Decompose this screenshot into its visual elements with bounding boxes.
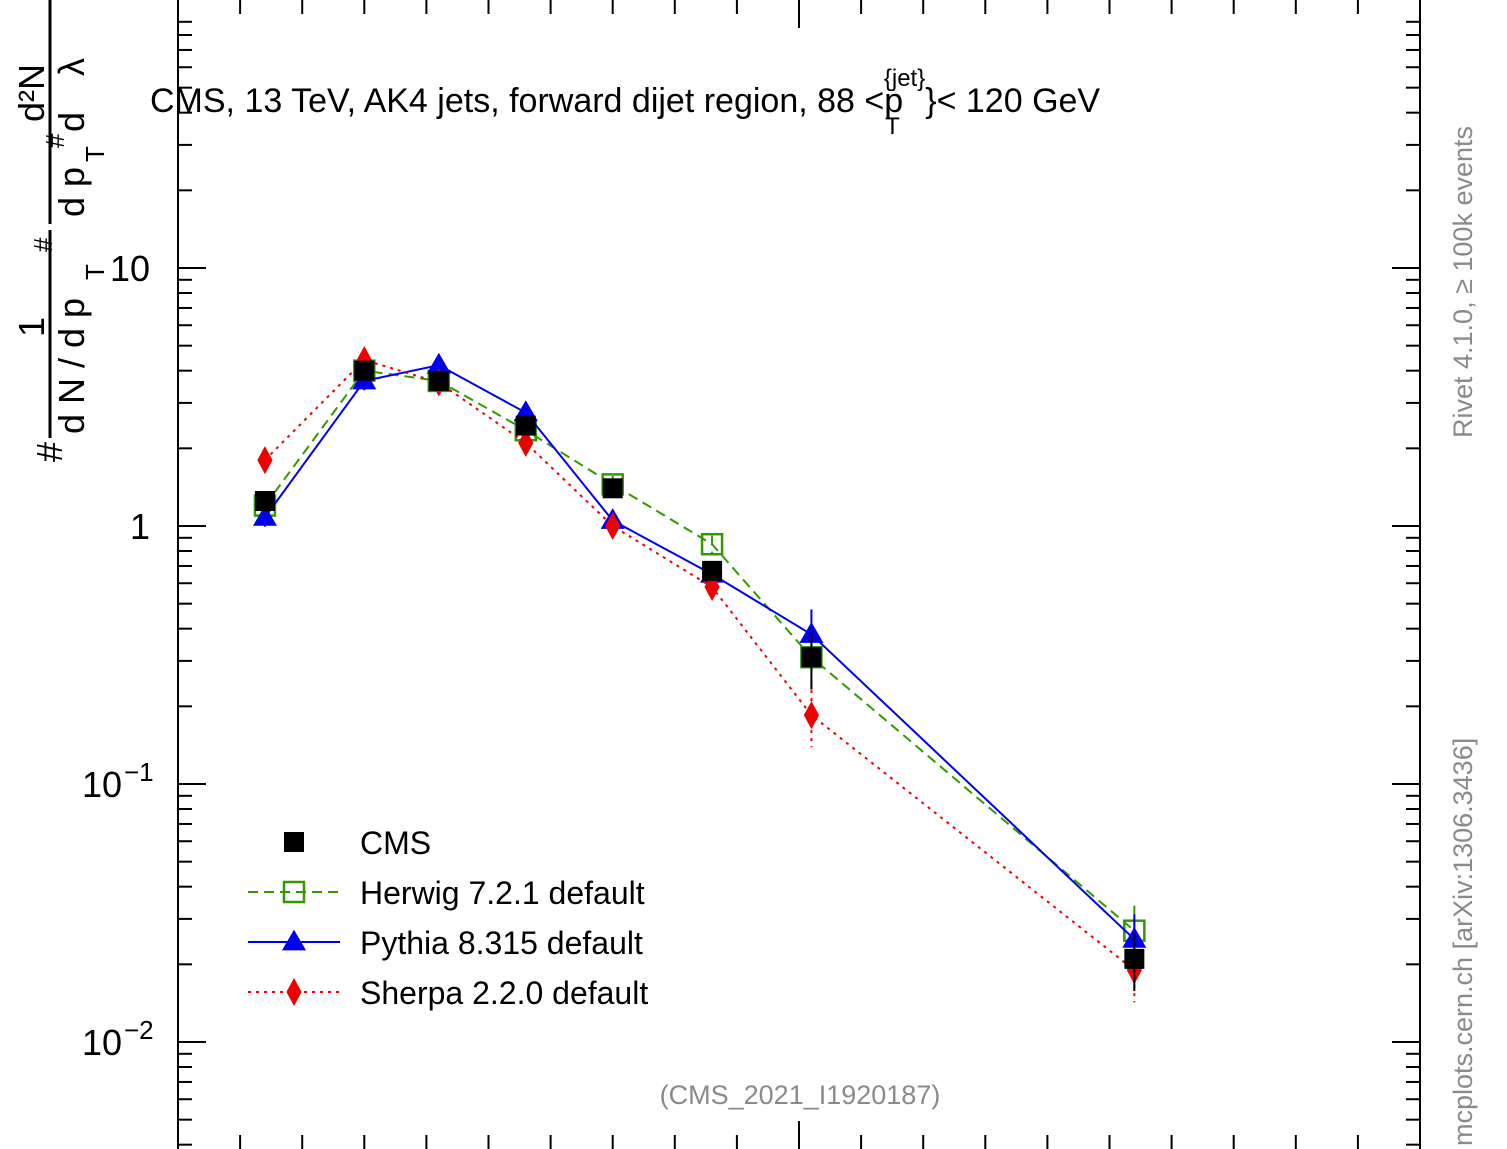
ylabel-one: 1 xyxy=(11,317,52,337)
ylabel-lambda: λ xyxy=(51,58,92,76)
legend-label: Pythia 8.315 default xyxy=(360,925,643,961)
y-tick-label: 10 xyxy=(110,248,150,289)
legend-label: Herwig 7.2.1 default xyxy=(360,875,645,911)
ylabel-den2-sub: T xyxy=(80,146,110,162)
legend-marker xyxy=(282,929,306,951)
data-point xyxy=(257,446,273,475)
data-point xyxy=(803,701,820,730)
data-point-box xyxy=(700,532,724,556)
axis-ticks xyxy=(177,0,1421,1149)
watermark: (CMS_2021_I1920187) xyxy=(660,1080,941,1110)
title-sup: {jet} xyxy=(884,65,925,92)
legend-entry: Herwig 7.2.1 default xyxy=(248,875,645,911)
legend-entry: Sherpa 2.2.0 default xyxy=(248,975,648,1011)
data-point xyxy=(1124,948,1145,969)
y-tick-label-exponent: −1 xyxy=(124,757,154,787)
data-point xyxy=(518,428,534,457)
data-point xyxy=(252,504,277,526)
data-point xyxy=(426,352,451,374)
ylabel-den: d N / d p xyxy=(51,298,92,434)
legend-marker-box xyxy=(282,880,306,904)
legend-entry: Pythia 8.315 default xyxy=(248,925,643,961)
ylabel-sup: # xyxy=(28,237,58,252)
y-tick-label: 10 xyxy=(82,1022,122,1063)
ylabel-den2-tail: d xyxy=(51,112,92,132)
series-cms xyxy=(254,360,1145,992)
legend-marker xyxy=(284,832,304,852)
ylabel-hash: # xyxy=(29,442,70,462)
data-point xyxy=(428,370,449,391)
data-point xyxy=(515,415,536,436)
data-point xyxy=(602,478,623,499)
side-mcplots-label: mcplots.cern.ch [arXiv:1306.3436] xyxy=(1448,738,1478,1146)
legend-entry: CMS xyxy=(284,825,431,861)
ylabel-num: d²N xyxy=(11,64,52,122)
data-point xyxy=(801,647,822,668)
data-point xyxy=(702,560,723,581)
legend-label: CMS xyxy=(360,825,431,861)
ylabel-sup2: # xyxy=(40,133,70,148)
data-point xyxy=(254,490,275,511)
data-point xyxy=(605,512,621,540)
title-sub: T xyxy=(885,113,900,140)
ylabel-den-sub: T xyxy=(80,264,110,280)
legend: CMS Herwig 7.2.1 default Pythia 8.315 defa… xyxy=(248,825,648,1011)
legend-label: Sherpa 2.2.0 default xyxy=(360,975,648,1011)
series-line xyxy=(264,358,1135,971)
y-tick-label-exponent: −2 xyxy=(124,1015,154,1045)
series-line xyxy=(264,364,1136,941)
title-pre: CMS, 13 TeV, AK4 jets, forward dijet reg… xyxy=(150,82,903,120)
ylabel-den2: d p xyxy=(51,167,92,217)
y-axis-label: # 1 d N / d p T # d²N d p T # d λ xyxy=(11,0,110,462)
data-point xyxy=(354,360,375,381)
side-rivet-label: Rivet 4.1.0, ≥ 100k events xyxy=(1448,126,1478,438)
chart-title: CMS, 13 TeV, AK4 jets, forward dijet reg… xyxy=(150,65,1100,140)
legend-marker xyxy=(286,978,302,1006)
title-post: }< 120 GeV xyxy=(925,82,1100,120)
y-tick-label: 10 xyxy=(82,764,122,805)
data-point xyxy=(700,532,724,556)
series-line xyxy=(264,369,1135,932)
legend-marker xyxy=(282,880,306,904)
plot-frame xyxy=(177,0,1421,1149)
series-layer xyxy=(252,345,1147,1003)
y-tick-label: 1 xyxy=(130,506,150,547)
